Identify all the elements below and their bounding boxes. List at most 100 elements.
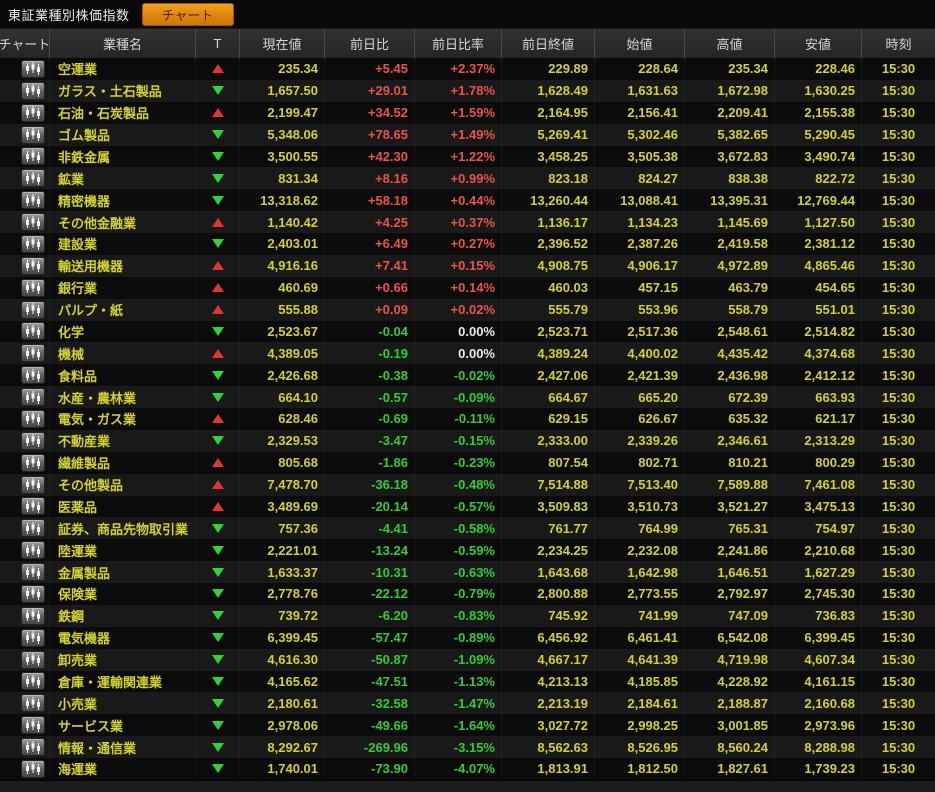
- column-header-1[interactable]: 業種名: [50, 29, 196, 58]
- table-row[interactable]: 卸売業 4,616.30 -50.87 -1.09% 4,667.17 4,641.39 4…: [0, 648, 935, 671]
- candlestick-chart-icon[interactable]: [21, 563, 45, 582]
- table-row[interactable]: 保険業 2,778.76 -22.12 -0.79% 2,800.88 2,773.55 2…: [0, 583, 935, 605]
- candlestick-chart-icon[interactable]: [21, 628, 45, 647]
- sector-name: その他製品: [50, 473, 196, 496]
- low-price: 1,739.23: [775, 758, 862, 780]
- current-price: 1,140.42: [240, 211, 325, 233]
- sector-name: 石油・石炭製品: [50, 101, 196, 124]
- candlestick-chart-icon[interactable]: [21, 453, 45, 472]
- table-row[interactable]: 繊維製品 805.68 -1.86 -0.23% 807.54 802.71 810.21 8…: [0, 451, 935, 474]
- low-price: 2,412.12: [775, 364, 862, 387]
- table-row[interactable]: 石油・石炭製品 2,199.47 +34.52 +1.59% 2,164.95 2,156…: [0, 101, 935, 124]
- column-header-8[interactable]: 高値: [685, 29, 775, 58]
- column-header-9[interactable]: 安値: [775, 29, 862, 58]
- candlestick-chart-icon[interactable]: [21, 475, 45, 494]
- candlestick-chart-icon[interactable]: [21, 716, 45, 735]
- table-row[interactable]: 金属製品 1,633.37 -10.31 -0.63% 1,643.68 1,642.98…: [0, 561, 935, 583]
- current-price: 664.10: [240, 386, 325, 408]
- column-header-6[interactable]: 前日終値: [502, 29, 595, 58]
- candlestick-chart-icon[interactable]: [21, 103, 45, 122]
- chart-icon-cell: [0, 298, 50, 321]
- table-row[interactable]: 医薬品 3,489.69 -20.14 -0.57% 3,509.83 3,510.73 3…: [0, 495, 935, 518]
- sector-name: 建設業: [50, 233, 196, 255]
- table-row[interactable]: 電気・ガス業 628.46 -0.69 -0.11% 629.15 626.67 635.3…: [0, 408, 935, 430]
- candlestick-chart-icon[interactable]: [21, 650, 45, 669]
- table-row[interactable]: サービス業 2,978.06 -49.66 -1.64% 3,027.72 2,998.2…: [0, 714, 935, 737]
- table-row[interactable]: 証券、商品先物取引業 757.36 -4.41 -0.58% 761.77 764.99 7…: [0, 517, 935, 540]
- column-header-2[interactable]: T: [196, 29, 240, 58]
- table-row[interactable]: 小売業 2,180.61 -32.58 -1.47% 2,213.19 2,184.61 2…: [0, 692, 935, 715]
- sector-name: ガラス・土石製品: [50, 79, 196, 102]
- candlestick-chart-icon[interactable]: [21, 125, 45, 144]
- table-row[interactable]: 化学 2,523.67 -0.04 0.00% 2,523.71 2,517.36 2,54…: [0, 320, 935, 343]
- change: -36.18: [325, 473, 415, 496]
- candlestick-chart-icon[interactable]: [21, 234, 45, 253]
- table-row[interactable]: 鉄鋼 739.72 -6.20 -0.83% 745.92 741.99 747.09 736…: [0, 604, 935, 627]
- change-percent: -1.47%: [415, 692, 502, 715]
- candlestick-chart-icon[interactable]: [21, 300, 45, 319]
- column-header-10[interactable]: 時刻: [885, 37, 912, 52]
- table-row[interactable]: 建設業 2,403.01 +6.49 +0.27% 2,396.52 2,387.26 2,…: [0, 233, 935, 255]
- low-price: 754.97: [775, 517, 862, 540]
- table-row[interactable]: ゴム製品 5,348.06 +78.65 +1.49% 5,269.41 5,302.46…: [0, 123, 935, 146]
- table-row[interactable]: ガラス・土石製品 1,657.50 +29.01 +1.78% 1,628.49 1,63…: [0, 79, 935, 102]
- column-header-0[interactable]: チャート: [0, 29, 50, 58]
- table-row[interactable]: 水産・農林業 664.10 -0.57 -0.09% 664.67 665.20 672.3…: [0, 386, 935, 408]
- candlestick-chart-icon[interactable]: [21, 541, 45, 560]
- high-price: 2,346.61: [685, 429, 775, 452]
- table-row[interactable]: 情報・通信業 8,292.67 -269.96 -3.15% 8,562.63 8,526…: [0, 736, 935, 758]
- candlestick-chart-icon[interactable]: [21, 584, 45, 603]
- candlestick-chart-icon[interactable]: [21, 322, 45, 341]
- candlestick-chart-icon[interactable]: [21, 169, 45, 188]
- candlestick-chart-icon[interactable]: [21, 256, 45, 275]
- candlestick-chart-icon[interactable]: [21, 519, 45, 538]
- chart-icon-cell: [0, 517, 50, 540]
- candlestick-chart-icon[interactable]: [21, 738, 45, 757]
- table-row[interactable]: その他製品 7,478.70 -36.18 -0.48% 7,514.88 7,513.4…: [0, 473, 935, 496]
- table-row[interactable]: 輸送用機器 4,916.16 +7.41 +0.15% 4,908.75 4,906.17…: [0, 254, 935, 277]
- table-row[interactable]: パルプ・紙 555.88 +0.09 +0.02% 555.79 553.96 558.79…: [0, 298, 935, 321]
- tick-direction-cell: [196, 254, 240, 277]
- candlestick-chart-icon[interactable]: [21, 694, 45, 713]
- table-row[interactable]: 銀行業 460.69 +0.66 +0.14% 460.03 457.15 463.79 45…: [0, 276, 935, 299]
- table-row[interactable]: 空運業 235.34 +5.45 +2.37% 229.89 228.64 235.34 22…: [0, 58, 935, 80]
- candlestick-chart-icon[interactable]: [21, 606, 45, 625]
- table-row[interactable]: 陸運業 2,221.01 -13.24 -0.59% 2,234.25 2,232.08 2…: [0, 539, 935, 562]
- table-row[interactable]: 非鉄金属 3,500.55 +42.30 +1.22% 3,458.25 3,505.38…: [0, 145, 935, 168]
- candlestick-chart-icon[interactable]: [21, 278, 45, 297]
- candlestick-chart-icon[interactable]: [21, 672, 45, 691]
- candlestick-chart-icon[interactable]: [21, 191, 45, 210]
- candlestick-chart-icon[interactable]: [21, 759, 45, 778]
- candlestick-chart-icon[interactable]: [21, 388, 45, 407]
- table-row[interactable]: 精密機器 13,318.62 +58.18 +0.44% 13,260.44 13,088…: [0, 189, 935, 212]
- column-header-4[interactable]: 前日比: [325, 29, 415, 58]
- table-row[interactable]: 不動産業 2,329.53 -3.47 -0.15% 2,333.00 2,339.26 2…: [0, 429, 935, 452]
- table-row[interactable]: 鉱業 831.34 +8.16 +0.99% 823.18 824.27 838.38 822…: [0, 167, 935, 190]
- candlestick-chart-icon[interactable]: [21, 431, 45, 450]
- tick-direction-cell: [196, 386, 240, 408]
- candlestick-chart-icon[interactable]: [21, 81, 45, 100]
- candlestick-chart-icon[interactable]: [21, 213, 45, 232]
- tick-direction-cell: [196, 561, 240, 583]
- current-price: 3,489.69: [240, 495, 325, 518]
- column-header-5[interactable]: 前日比率: [415, 29, 502, 58]
- change: -10.31: [325, 561, 415, 583]
- table-row[interactable]: その他金融業 1,140.42 +4.25 +0.37% 1,136.17 1,134.2…: [0, 211, 935, 233]
- high-price: 2,188.87: [685, 692, 775, 715]
- table-row[interactable]: 倉庫・運輸関連業 4,165.62 -47.51 -1.13% 4,213.13 4,18…: [0, 670, 935, 693]
- sector-name: 医薬品: [50, 495, 196, 518]
- table-row[interactable]: 電気機器 6,399.45 -57.47 -0.89% 6,456.92 6,461.41…: [0, 626, 935, 649]
- table-row[interactable]: 食料品 2,426.68 -0.38 -0.02% 2,427.06 2,421.39 2,…: [0, 364, 935, 387]
- candlestick-chart-icon[interactable]: [21, 409, 45, 428]
- chart-button[interactable]: チャート: [141, 2, 234, 26]
- column-header-7[interactable]: 始値: [595, 29, 685, 58]
- table-row[interactable]: 海運業 1,740.01 -73.90 -4.07% 1,813.91 1,812.50 1…: [0, 758, 935, 780]
- table-row[interactable]: 機械 4,389.05 -0.19 0.00% 4,389.24 4,400.02 4,43…: [0, 342, 935, 365]
- candlestick-chart-icon[interactable]: [21, 497, 45, 516]
- column-header-3[interactable]: 現在値: [240, 29, 325, 58]
- candlestick-chart-icon[interactable]: [21, 344, 45, 363]
- change-percent: +2.37%: [415, 58, 502, 80]
- candlestick-chart-icon[interactable]: [21, 59, 45, 78]
- candlestick-chart-icon[interactable]: [21, 366, 45, 385]
- candlestick-chart-icon[interactable]: [21, 147, 45, 166]
